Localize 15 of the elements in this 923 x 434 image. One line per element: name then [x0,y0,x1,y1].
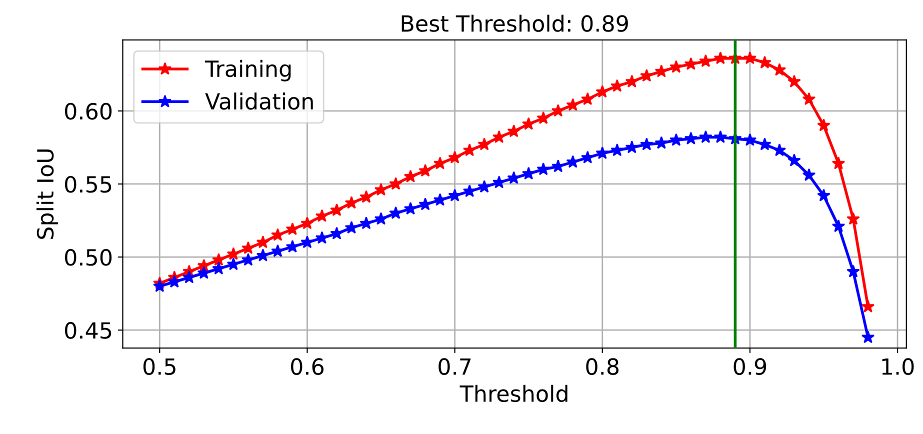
x-tick-label: 0.6 [291,358,324,375]
x-tick-label: 1.0 [882,358,914,375]
x-axis-title: Threshold [460,384,568,402]
chart-title: Best Threshold: 0.89 [402,14,628,32]
x-tick-label: 0.8 [586,358,619,375]
x-tick-label: 0.5 [143,358,176,375]
legend-label: Training [204,60,291,82]
x-tick-label: 0.7 [438,358,471,375]
y-axis-title: Split IoU [36,150,58,239]
legend-label: Validation [205,92,313,110]
y-tick-label: 0.55 [65,176,112,193]
y-tick-label: 0.50 [65,248,112,266]
x-tick-label: 0.9 [734,358,766,375]
y-tick-label: 0.45 [65,322,112,339]
y-tick-label: 0.60 [65,102,112,120]
